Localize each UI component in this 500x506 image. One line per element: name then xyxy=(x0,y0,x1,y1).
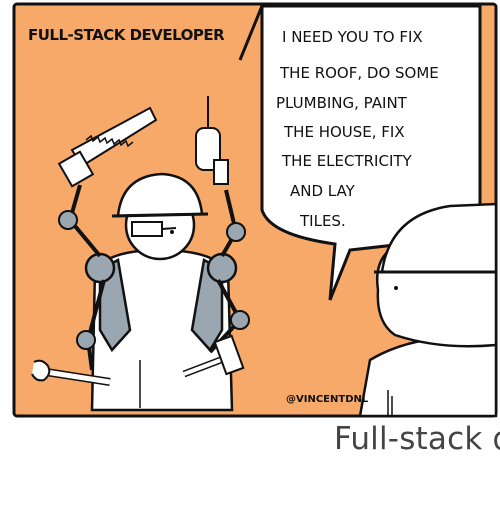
speech-line-5: THE ELECTRICITY xyxy=(281,152,413,170)
glasses-icon xyxy=(131,221,163,237)
elbow-joint-upper-left xyxy=(58,210,78,230)
panel-title: FULL-STACK DEVELOPER xyxy=(28,26,225,44)
artist-credit: @VINCENTDNL xyxy=(286,394,369,405)
elbow-joint-upper-right xyxy=(226,222,246,242)
hard-hat-brim xyxy=(111,212,209,218)
shoulder-joint-right xyxy=(206,252,238,284)
client-figure xyxy=(358,202,498,418)
panel-divider xyxy=(238,5,264,61)
elbow-joint-lower-right xyxy=(230,310,250,330)
client-hard-hat-icon xyxy=(380,202,498,274)
drill-icon xyxy=(195,96,229,185)
speech-line-7: TILES. xyxy=(299,212,346,230)
hard-hat-icon xyxy=(116,172,204,218)
speech-line-6: AND LAY xyxy=(290,182,356,200)
developer-figure xyxy=(31,96,250,412)
speech-line-2: THE ROOF, DO SOME xyxy=(279,64,439,82)
speech-line-4: THE HOUSE, FIX xyxy=(283,123,405,141)
developer-vest xyxy=(98,258,132,353)
speech-line-3: PLUMBING, PAINT xyxy=(276,94,408,112)
caption: Full-stack developer xyxy=(334,421,500,457)
speech-text: I NEED YOU TO FIX THE ROOF, DO SOME PLUM… xyxy=(276,28,439,230)
elbow-joint-lower-left xyxy=(76,330,96,350)
hammer-icon xyxy=(182,334,245,378)
saw-icon xyxy=(57,106,158,188)
shoulder-joint-left xyxy=(84,252,116,284)
comic-panel: FULL-STACK DEVELOPER I NEED YOU TO FIX T… xyxy=(12,2,498,418)
speech-line-1: I NEED YOU TO FIX xyxy=(282,28,423,46)
wrench-icon xyxy=(31,359,111,386)
developer-vest-right xyxy=(190,258,224,353)
